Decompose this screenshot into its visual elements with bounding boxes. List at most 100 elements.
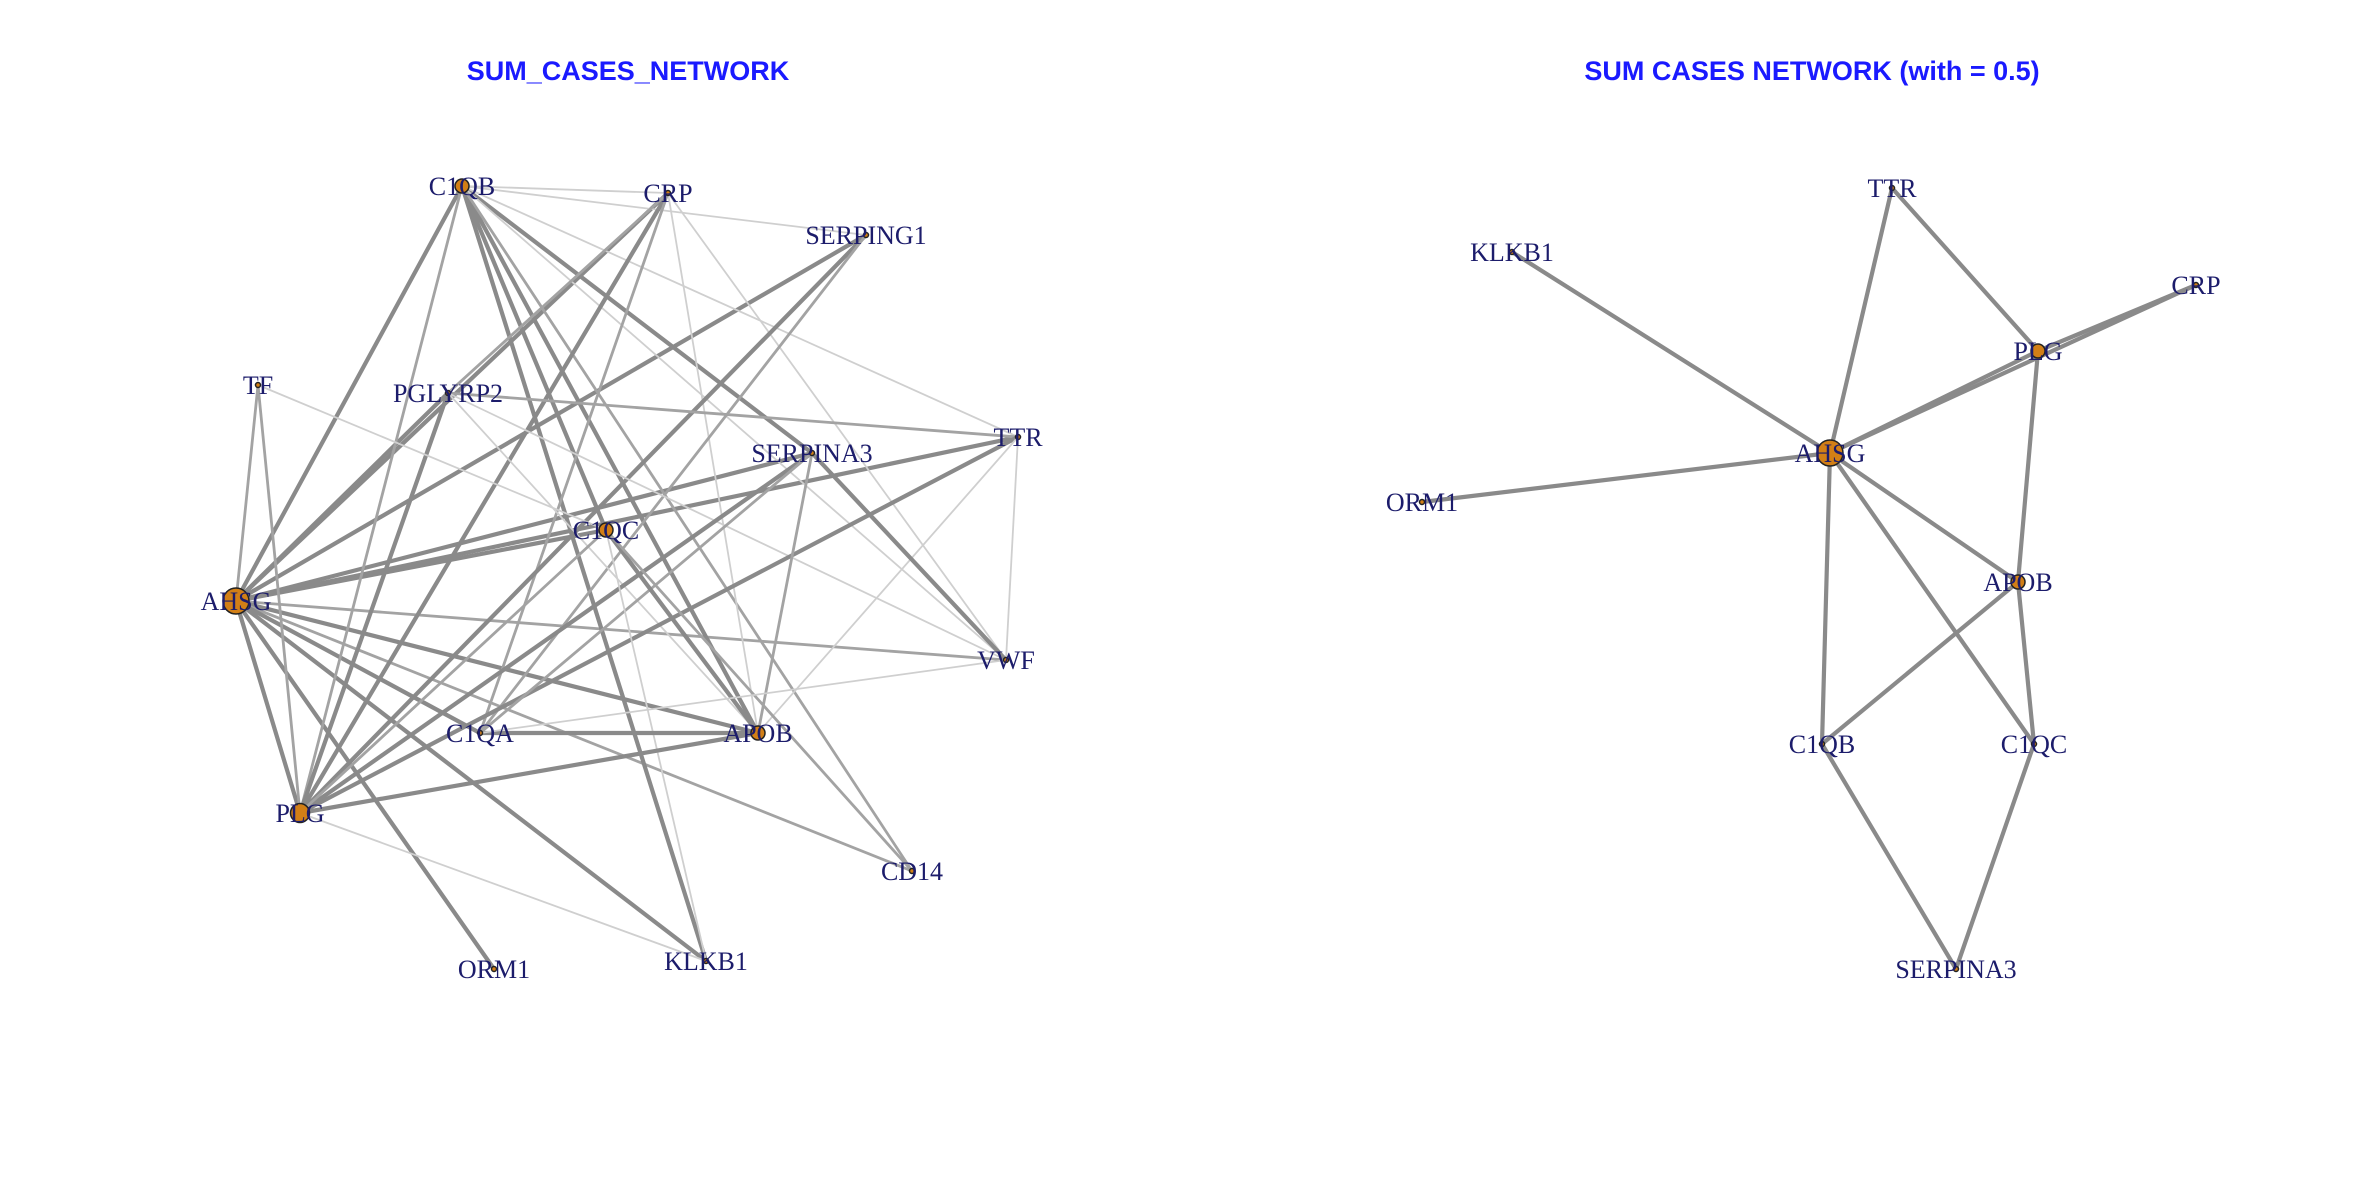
edge-apob-c1qb	[1819, 579, 2021, 747]
edge-c1qc-cd14	[604, 528, 914, 873]
node-label-crp: CRP	[2171, 271, 2220, 300]
edge-plg-apob	[2015, 348, 2041, 585]
node-label-ahsg: AHSG	[1795, 439, 1866, 468]
node-crp	[664, 189, 672, 197]
edge-orm1-ahsg	[1419, 450, 1833, 505]
edge-serpina3-plg	[297, 450, 815, 816]
node-label-serpina3: SERPINA3	[1895, 955, 2016, 984]
edge-apob-plg	[297, 730, 761, 816]
edge-ahsg-c1qa	[233, 598, 483, 736]
node-label-ttr: TTR	[1867, 174, 1917, 203]
node-apob	[750, 725, 766, 741]
edge-crp-c1qa	[478, 191, 670, 735]
right-labels: TTR KLKB1 CRP PLG AHSG ORM1 APOB C1QB C1QC SERPIN…	[1386, 174, 2221, 984]
right-nodes	[1418, 184, 2200, 973]
node-label-orm1: ORM1	[1386, 488, 1458, 517]
node-label-c1qb: C1QB	[429, 172, 495, 201]
node-serpina3	[1952, 965, 1960, 973]
edge-c1qc-apob	[603, 527, 761, 736]
edge-c1qb-serpina3	[459, 183, 815, 456]
edge-pglyrp2-ttr	[446, 391, 1020, 439]
edge-ttr-vwf	[1005, 436, 1019, 661]
edge-c1qb-plg	[298, 184, 464, 815]
edge-ahsg-apob	[233, 598, 761, 736]
node-orm1	[490, 965, 498, 973]
left-nodes	[222, 178, 1022, 973]
node-vwf	[1002, 656, 1010, 664]
node-orm1	[1418, 498, 1426, 506]
edge-ahsg-c1qb	[1819, 450, 1833, 747]
node-c1qa	[476, 729, 484, 737]
edge-ttr-plg	[1889, 185, 2041, 354]
edge-c1qb-vwf	[461, 185, 1007, 661]
node-label-pglyrp2: PGLYRP2	[393, 379, 503, 408]
node-klkb1	[1508, 248, 1516, 256]
edge-ttr-ahsg	[1827, 185, 1895, 456]
node-label-orm1: ORM1	[458, 955, 530, 984]
right-panel-title: SUM CASES NETWORK (with = 0.5)	[1584, 56, 2039, 86]
node-label-crp: CRP	[643, 179, 692, 208]
edge-ahsg-ttr	[233, 434, 1021, 604]
node-label-klkb1: KLKB1	[1470, 238, 1554, 267]
edge-ahsg-apob	[1827, 450, 2021, 585]
edge-plg-ahsg	[1827, 348, 2041, 456]
node-plg	[289, 802, 311, 824]
node-label-ahsg: AHSG	[201, 587, 272, 616]
node-label-ttr: TTR	[993, 423, 1043, 452]
edge-serpina3-c1qa	[478, 451, 814, 735]
edge-ahsg-pglyrp2	[233, 390, 451, 604]
node-plg	[2030, 343, 2046, 359]
node-c1qc	[2030, 740, 2038, 748]
node-ahsg	[222, 587, 250, 615]
edge-serpina3-apob	[756, 451, 814, 735]
node-ttr	[1888, 184, 1896, 192]
edge-c1qb-c1qc	[459, 183, 609, 533]
edge-serping1-c1qa	[478, 233, 868, 735]
edge-c1qb-klkb1	[459, 183, 709, 964]
edge-plg-klkb1	[299, 812, 707, 962]
node-label-plg: PLG	[2013, 337, 2062, 366]
node-label-c1qc: C1QC	[2001, 730, 2067, 759]
node-label-c1qb: C1QB	[1789, 730, 1855, 759]
node-label-klkb1: KLKB1	[664, 947, 748, 976]
edge-serpina3-vwf	[809, 450, 1009, 663]
node-serpina3	[808, 449, 816, 457]
edge-ahsg-plg	[233, 598, 303, 816]
edge-klkb1-ahsg	[1509, 249, 1833, 456]
node-label-serping1: SERPING1	[805, 221, 926, 250]
right-network-panel: SUM CASES NETWORK (with = 0.5) TTR KLKB1 C…	[1386, 56, 2221, 984]
node-label-c1qc: C1QC	[573, 516, 639, 545]
node-label-serpina3: SERPINA3	[751, 439, 872, 468]
edge-c1qb-crp	[461, 185, 669, 194]
edge-ahsg-tf	[234, 383, 260, 603]
edge-crp-pglyrp2	[446, 191, 670, 395]
node-label-vwf: VWF	[977, 646, 1035, 675]
node-ttr	[1014, 433, 1022, 441]
edge-c1qc-plg	[298, 528, 608, 815]
left-network-panel: SUM_CASES_NETWORK C1QB CRP SERPING1 TF PGLYR…	[201, 56, 1044, 984]
left-labels: C1QB CRP SERPING1 TF PGLYRP2 TTR SERPINA3 C1QC A…	[201, 172, 1044, 984]
node-pglyrp2	[444, 389, 452, 397]
edge-ahsg-cd14	[234, 599, 914, 873]
node-c1qb	[1818, 740, 1826, 748]
left-panel-title: SUM_CASES_NETWORK	[467, 56, 790, 86]
node-apob	[2010, 574, 2026, 590]
edge-ahsg-orm1	[233, 598, 497, 972]
edge-apob-c1qc	[2015, 579, 2037, 747]
edge-vwf-c1qa	[479, 659, 1007, 734]
edge-c1qc-klkb1	[605, 529, 707, 962]
edge-pglyrp2-apob	[447, 392, 759, 734]
node-tf	[254, 381, 262, 389]
edge-tf-plg	[256, 383, 302, 815]
edge-crp-vwf	[667, 192, 1007, 661]
edge-c1qb-ttr	[461, 185, 1019, 438]
edge-ahsg-c1qc	[1827, 450, 2037, 747]
edge-crp-plg	[297, 190, 671, 816]
left-edges	[233, 183, 1021, 972]
node-c1qb	[454, 178, 470, 194]
edge-ahsg-vwf	[234, 599, 1008, 662]
edge-ahsg-serping1	[233, 232, 869, 604]
edge-tf-c1qc	[257, 384, 607, 531]
right-edges	[1419, 185, 2199, 972]
